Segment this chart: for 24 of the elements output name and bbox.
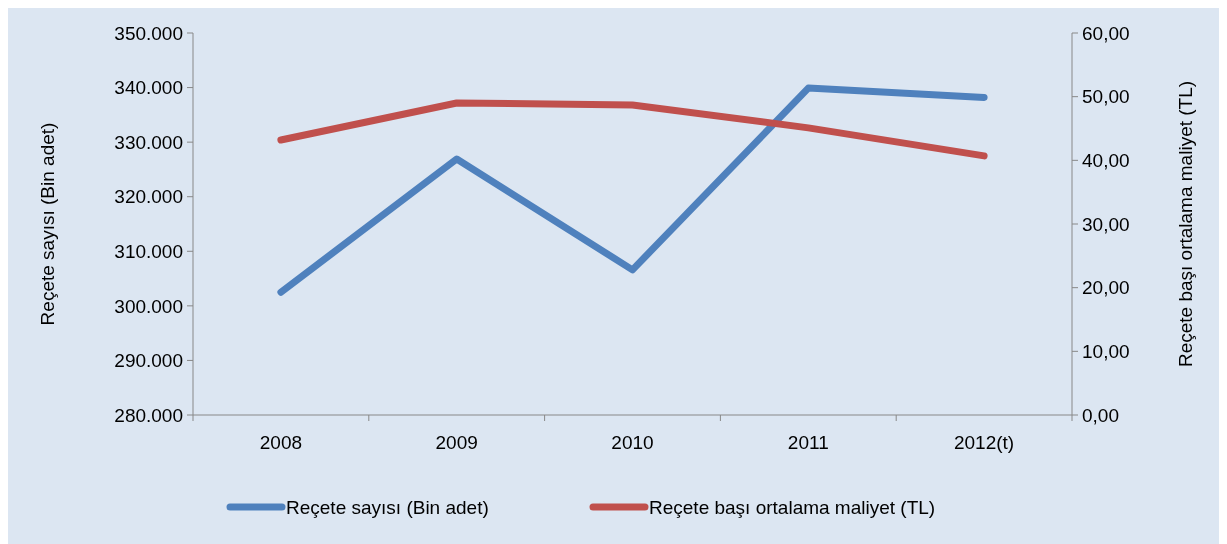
y-tick-label: 300.000 [114, 295, 183, 317]
y-tick-label: 350.000 [114, 22, 183, 44]
y-tick-label: 320.000 [114, 186, 183, 208]
y2-tick-label: 0,00 [1082, 404, 1119, 426]
x-tick-label: 2012(t) [954, 432, 1015, 453]
y2-tick-label: 50,00 [1082, 86, 1130, 108]
y-tick-label: 280.000 [114, 404, 183, 426]
legend-label: Reçete başı ortalama maliyet (TL) [649, 496, 936, 518]
y2-tick-label: 40,00 [1082, 149, 1130, 171]
y2-axis-title: Reçete başı ortalama maliyet (TL) [1175, 80, 1196, 368]
x-tick-label: 2010 [611, 432, 654, 453]
y-tick-label: 290.000 [114, 350, 183, 372]
y-tick-label: 340.000 [114, 77, 183, 99]
x-tick-label: 2011 [787, 432, 829, 453]
y2-tick-label: 30,00 [1082, 213, 1130, 235]
y2-tick-label: 60,00 [1082, 22, 1130, 44]
x-tick-label: 2009 [435, 432, 478, 453]
y2-tick-label: 10,00 [1082, 340, 1130, 362]
y-axis-title: Reçete sayısı (Bin adet) [37, 122, 58, 326]
y-tick-label: 310.000 [114, 240, 183, 262]
legend-label: Reçete sayısı (Bin adet) [286, 496, 489, 518]
x-tick-label: 2008 [259, 432, 303, 453]
y2-tick-label: 20,00 [1082, 277, 1130, 299]
y-tick-label: 330.000 [114, 131, 183, 153]
